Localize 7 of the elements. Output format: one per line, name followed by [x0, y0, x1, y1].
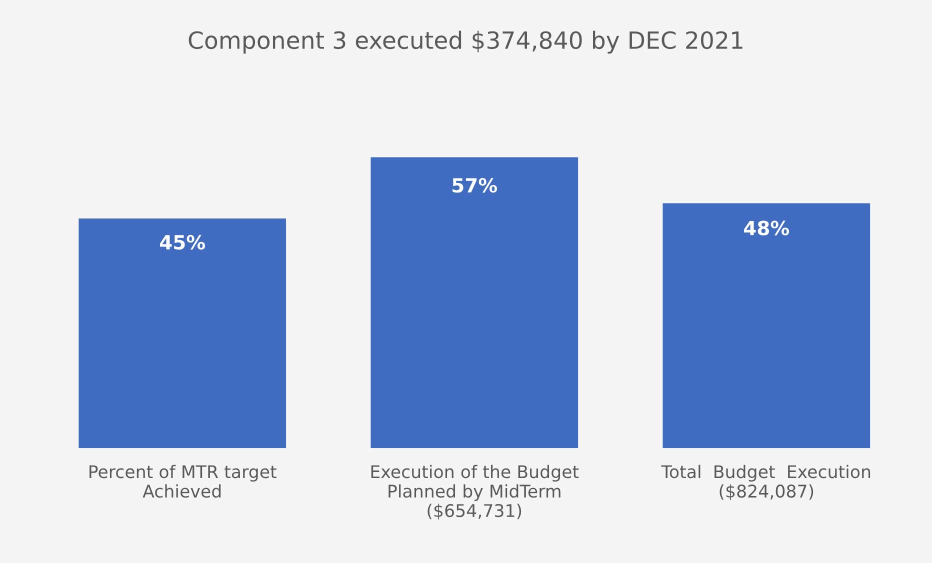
- data-label: 48%: [744, 220, 790, 236]
- data-label: 57%: [452, 178, 498, 193]
- x-tick-label: Total Budget Execution ($824,087): [661, 464, 870, 500]
- x-tick-label: Percent of MTR target Achieved: [90, 464, 276, 498]
- data-label: 45%: [160, 234, 206, 250]
- chart-title: Component 3 executed $374,840 by DEC 2021: [188, 30, 742, 54]
- x-tick-label: Execution of the Budget Planned by MidTerm ($654,731): [371, 464, 579, 520]
